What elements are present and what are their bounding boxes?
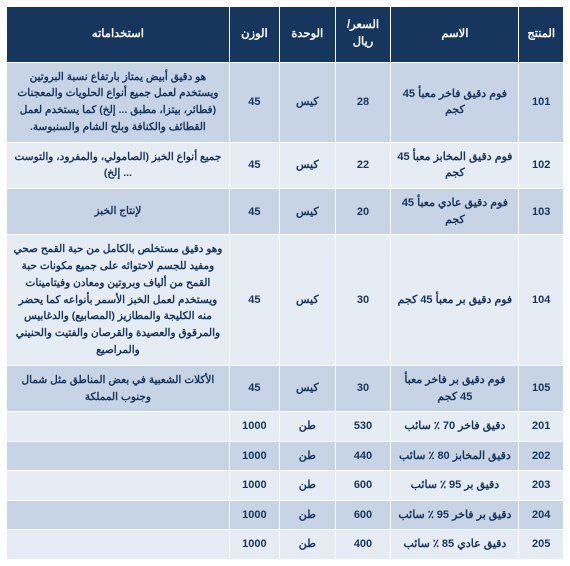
table-row: 202دقيق المخابز 80 ٪ سائب440طن1000 xyxy=(7,441,564,471)
cell-price: 530 xyxy=(335,412,391,442)
products-table: المنتج الاسم السعر/ ريال الوحدة الوزن اس… xyxy=(6,6,564,560)
cell-weight: 1000 xyxy=(229,441,279,471)
cell-weight: 1000 xyxy=(229,500,279,530)
cell-product: 103 xyxy=(519,189,564,235)
table-row: 103فوم دقيق عادي معبأ 45 كجم20كيس45لإنتا… xyxy=(7,189,564,235)
cell-name: دقيق المخابز 80 ٪ سائب xyxy=(391,441,519,471)
cell-product: 203 xyxy=(519,471,564,501)
cell-price: 600 xyxy=(335,500,391,530)
cell-price: 600 xyxy=(335,471,391,501)
table-row: 104فوم دقيق بر معبأ 45 كجم30كيس45وهو دقي… xyxy=(7,235,564,366)
cell-product: 202 xyxy=(519,441,564,471)
cell-uses xyxy=(7,500,230,530)
cell-price: 30 xyxy=(335,365,391,412)
cell-price: 30 xyxy=(335,235,391,366)
cell-price: 20 xyxy=(335,189,391,235)
table-row: 201دقيق فاخر 70 ٪ سائب530طن1000 xyxy=(7,412,564,442)
cell-uses: وهو دقيق مستخلص بالكامل من حبة القمح صحي… xyxy=(7,235,230,366)
cell-product: 104 xyxy=(519,235,564,366)
cell-unit: كيس xyxy=(279,62,335,142)
cell-unit: طن xyxy=(279,412,335,442)
cell-unit: طن xyxy=(279,471,335,501)
cell-unit: كيس xyxy=(279,189,335,235)
cell-weight: 45 xyxy=(229,235,279,366)
cell-name: فوم دقيق بر معبأ 45 كجم xyxy=(391,235,519,366)
cell-unit: كيس xyxy=(279,142,335,189)
cell-uses: الأكلات الشعبية في بعض المناطق مثل شمال … xyxy=(7,365,230,412)
cell-product: 101 xyxy=(519,62,564,142)
col-weight: الوزن xyxy=(229,7,279,63)
cell-name: فوم دقيق المخابز معبأ 45 كجم xyxy=(391,142,519,189)
cell-product: 201 xyxy=(519,412,564,442)
cell-uses xyxy=(7,530,230,560)
table-row: 205دقيق عادي 85 ٪ سائب400طن1000 xyxy=(7,530,564,560)
cell-weight: 1000 xyxy=(229,471,279,501)
table-row: 204دقيق بر فاخر 95 ٪ سائب600طن1000 xyxy=(7,500,564,530)
cell-name: فوم دقيق فاخر معبأ 45 كجم xyxy=(391,62,519,142)
cell-uses xyxy=(7,412,230,442)
cell-unit: طن xyxy=(279,500,335,530)
cell-name: فوم دقيق بر فاخر معبأ 45 كجم xyxy=(391,365,519,412)
cell-weight: 45 xyxy=(229,62,279,142)
cell-weight: 45 xyxy=(229,142,279,189)
cell-name: فوم دقيق عادي معبأ 45 كجم xyxy=(391,189,519,235)
cell-unit: كيس xyxy=(279,235,335,366)
cell-name: دقيق بر فاخر 95 ٪ سائب xyxy=(391,500,519,530)
cell-unit: كيس xyxy=(279,365,335,412)
col-name: الاسم xyxy=(391,7,519,63)
cell-uses xyxy=(7,441,230,471)
cell-unit: طن xyxy=(279,441,335,471)
cell-product: 205 xyxy=(519,530,564,560)
cell-weight: 1000 xyxy=(229,530,279,560)
table-row: 101فوم دقيق فاخر معبأ 45 كجم28كيس45هو دق… xyxy=(7,62,564,142)
table-header-row: المنتج الاسم السعر/ ريال الوحدة الوزن اس… xyxy=(7,7,564,63)
cell-unit: طن xyxy=(279,530,335,560)
table-row: 105فوم دقيق بر فاخر معبأ 45 كجم30كيس45ال… xyxy=(7,365,564,412)
cell-uses: هو دقيق أبيض يمتاز بارتفاع نسبة البروتين… xyxy=(7,62,230,142)
cell-name: دقيق عادي 85 ٪ سائب xyxy=(391,530,519,560)
table-row: 102فوم دقيق المخابز معبأ 45 كجم22كيس45جم… xyxy=(7,142,564,189)
cell-price: 28 xyxy=(335,62,391,142)
cell-name: دقيق بر 95 ٪ سائب xyxy=(391,471,519,501)
cell-uses: جميع أنواع الخبز (الصامولي، والمفرود، وا… xyxy=(7,142,230,189)
cell-price: 440 xyxy=(335,441,391,471)
cell-uses: لإنتاج الخبز xyxy=(7,189,230,235)
cell-name: دقيق فاخر 70 ٪ سائب xyxy=(391,412,519,442)
cell-product: 102 xyxy=(519,142,564,189)
col-product: المنتج xyxy=(519,7,564,63)
col-unit: الوحدة xyxy=(279,7,335,63)
cell-product: 204 xyxy=(519,500,564,530)
cell-product: 105 xyxy=(519,365,564,412)
cell-price: 22 xyxy=(335,142,391,189)
cell-uses xyxy=(7,471,230,501)
cell-weight: 1000 xyxy=(229,412,279,442)
col-uses: استخداماته xyxy=(7,7,230,63)
cell-price: 400 xyxy=(335,530,391,560)
cell-weight: 45 xyxy=(229,189,279,235)
cell-weight: 45 xyxy=(229,365,279,412)
col-price: السعر/ ريال xyxy=(335,7,391,63)
table-row: 203دقيق بر 95 ٪ سائب600طن1000 xyxy=(7,471,564,501)
